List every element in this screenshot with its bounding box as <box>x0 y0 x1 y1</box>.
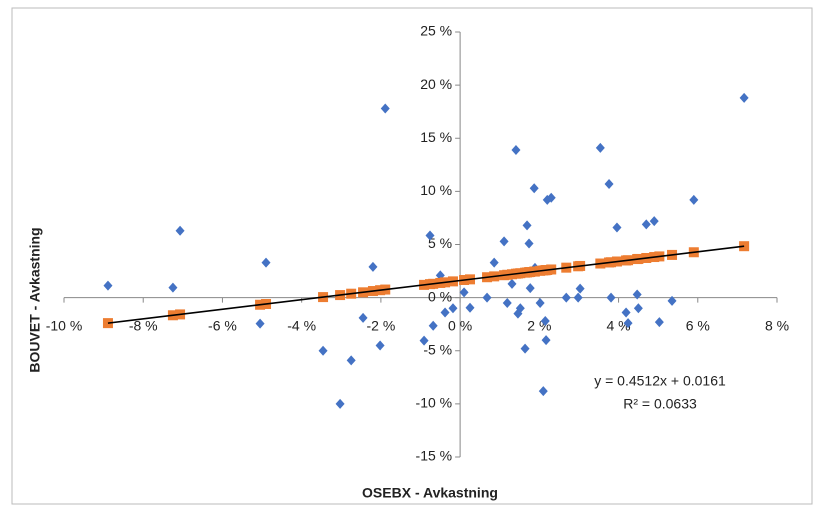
data-point <box>667 295 677 306</box>
data-point <box>482 292 492 303</box>
data-point <box>739 92 749 103</box>
data-point <box>103 280 113 291</box>
data-point <box>175 225 185 236</box>
data-point <box>375 340 385 351</box>
data-point <box>346 355 356 366</box>
data-point <box>318 345 328 356</box>
data-point <box>546 192 556 203</box>
data-point <box>633 303 643 314</box>
x-tick-label: -8 % <box>129 317 158 333</box>
data-point <box>561 292 571 303</box>
chart-border <box>11 7 813 505</box>
data-point <box>448 303 458 314</box>
data-point <box>621 307 631 318</box>
y-tick-label: 5 % <box>428 235 452 251</box>
y-tick-label: -10 % <box>416 395 453 411</box>
x-tick-label: 6 % <box>686 317 710 333</box>
data-point <box>575 283 585 294</box>
data-point <box>595 142 605 153</box>
data-point <box>507 278 517 289</box>
data-point <box>541 335 551 346</box>
data-point <box>168 282 178 293</box>
x-tick-label: -4 % <box>287 317 316 333</box>
trendline <box>107 245 745 324</box>
data-point <box>419 335 429 346</box>
x-tick-label: -10 % <box>46 317 83 333</box>
data-point <box>529 183 539 194</box>
data-point <box>368 261 378 272</box>
data-point <box>520 343 530 354</box>
data-point <box>649 216 659 227</box>
y-tick-label: 15 % <box>420 129 452 145</box>
data-point <box>641 219 651 230</box>
y-tick-label: -5 % <box>423 341 452 357</box>
data-point <box>335 398 345 409</box>
equation: y = 0.4512x + 0.0161 <box>594 373 726 389</box>
data-point <box>489 257 499 268</box>
data-point <box>428 320 438 331</box>
data-point <box>538 386 548 397</box>
data-point <box>255 318 265 329</box>
data-point <box>623 318 633 329</box>
data-point <box>525 283 535 294</box>
data-point <box>511 144 521 155</box>
x-tick-label: 4 % <box>606 317 630 333</box>
x-tick-label: -2 % <box>366 317 395 333</box>
data-point <box>540 316 550 326</box>
data-point <box>380 103 390 114</box>
data-point <box>515 303 525 314</box>
data-point <box>358 312 368 323</box>
data-point <box>689 194 699 205</box>
y-tick-label: -15 % <box>416 448 453 464</box>
data-point <box>604 178 614 189</box>
data-point <box>612 222 622 233</box>
x-tick-label: 0 % <box>448 317 472 333</box>
r-squared: R² = 0.0633 <box>623 396 697 412</box>
y-tick-label: 0 % <box>428 288 452 304</box>
data-point <box>654 317 664 328</box>
data-point <box>535 297 545 308</box>
y-tick-label: 20 % <box>420 76 452 92</box>
data-point <box>502 297 512 308</box>
data-point <box>606 292 616 303</box>
data-point <box>632 289 642 300</box>
x-tick-label: 8 % <box>765 317 789 333</box>
data-point <box>261 257 271 268</box>
data-point <box>522 220 532 231</box>
data-point <box>465 302 475 313</box>
data-point <box>573 292 583 303</box>
x-tick-label: -6 % <box>208 317 237 333</box>
data-point <box>499 236 509 247</box>
x-axis-title: OSEBX - Avkastning <box>362 485 498 501</box>
y-tick-label: 25 % <box>420 23 452 39</box>
data-point <box>459 287 469 298</box>
y-tick-label: 10 % <box>420 182 452 198</box>
y-axis-title: BOUVET - Avkastning <box>27 227 43 372</box>
data-point <box>425 230 435 241</box>
data-point <box>440 307 450 318</box>
data-point <box>524 238 534 249</box>
